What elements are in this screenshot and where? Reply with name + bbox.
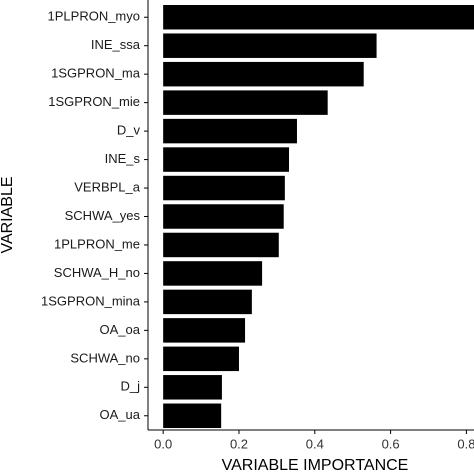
y-tick-label: SCHWA_no	[70, 350, 140, 365]
y-tick-label: OA_ua	[100, 407, 141, 422]
y-tick-label: D_j	[120, 379, 140, 394]
bar	[163, 261, 263, 286]
bar	[163, 61, 364, 87]
y-tick-label: 1PLPRON_me	[54, 236, 140, 251]
x-tick-label: 0.6	[382, 436, 400, 451]
bar	[163, 232, 279, 258]
y-tick-label: OA_oa	[100, 322, 141, 337]
y-tick-label: SCHWA_yes	[65, 208, 141, 223]
y-tick-label: D_v	[117, 123, 141, 138]
bar	[163, 147, 290, 172]
bar	[163, 33, 377, 58]
y-tick-label: VERBPL_a	[74, 179, 141, 194]
bar	[163, 4, 474, 30]
bar	[163, 175, 285, 201]
x-tick-label: 0.0	[154, 436, 172, 451]
x-tick-label: 0.2	[230, 436, 248, 451]
y-tick-label: 1SGPRON_mie	[48, 94, 140, 109]
y-tick-label: INE_ssa	[91, 37, 141, 52]
bar	[163, 204, 284, 229]
bar	[163, 118, 297, 144]
bar	[163, 90, 328, 115]
bar	[163, 403, 222, 429]
y-tick-label: SCHWA_H_no	[54, 265, 140, 280]
y-tick-label: 1SGPRON_mina	[41, 293, 141, 308]
y-tick-label: INE_s	[105, 151, 141, 166]
bar	[163, 289, 252, 315]
bar	[163, 375, 222, 400]
x-tick-label: 0.8	[457, 436, 474, 451]
bar	[163, 346, 239, 372]
bar	[163, 318, 246, 343]
x-tick-label: 0.4	[306, 436, 324, 451]
x-axis-title: VARIABLE IMPORTANCE	[222, 457, 409, 474]
y-tick-label: 1PLPRON_myo	[48, 9, 140, 24]
y-axis-title: VARIABLE	[0, 176, 16, 253]
y-tick-label: 1SGPRON_ma	[51, 66, 141, 81]
